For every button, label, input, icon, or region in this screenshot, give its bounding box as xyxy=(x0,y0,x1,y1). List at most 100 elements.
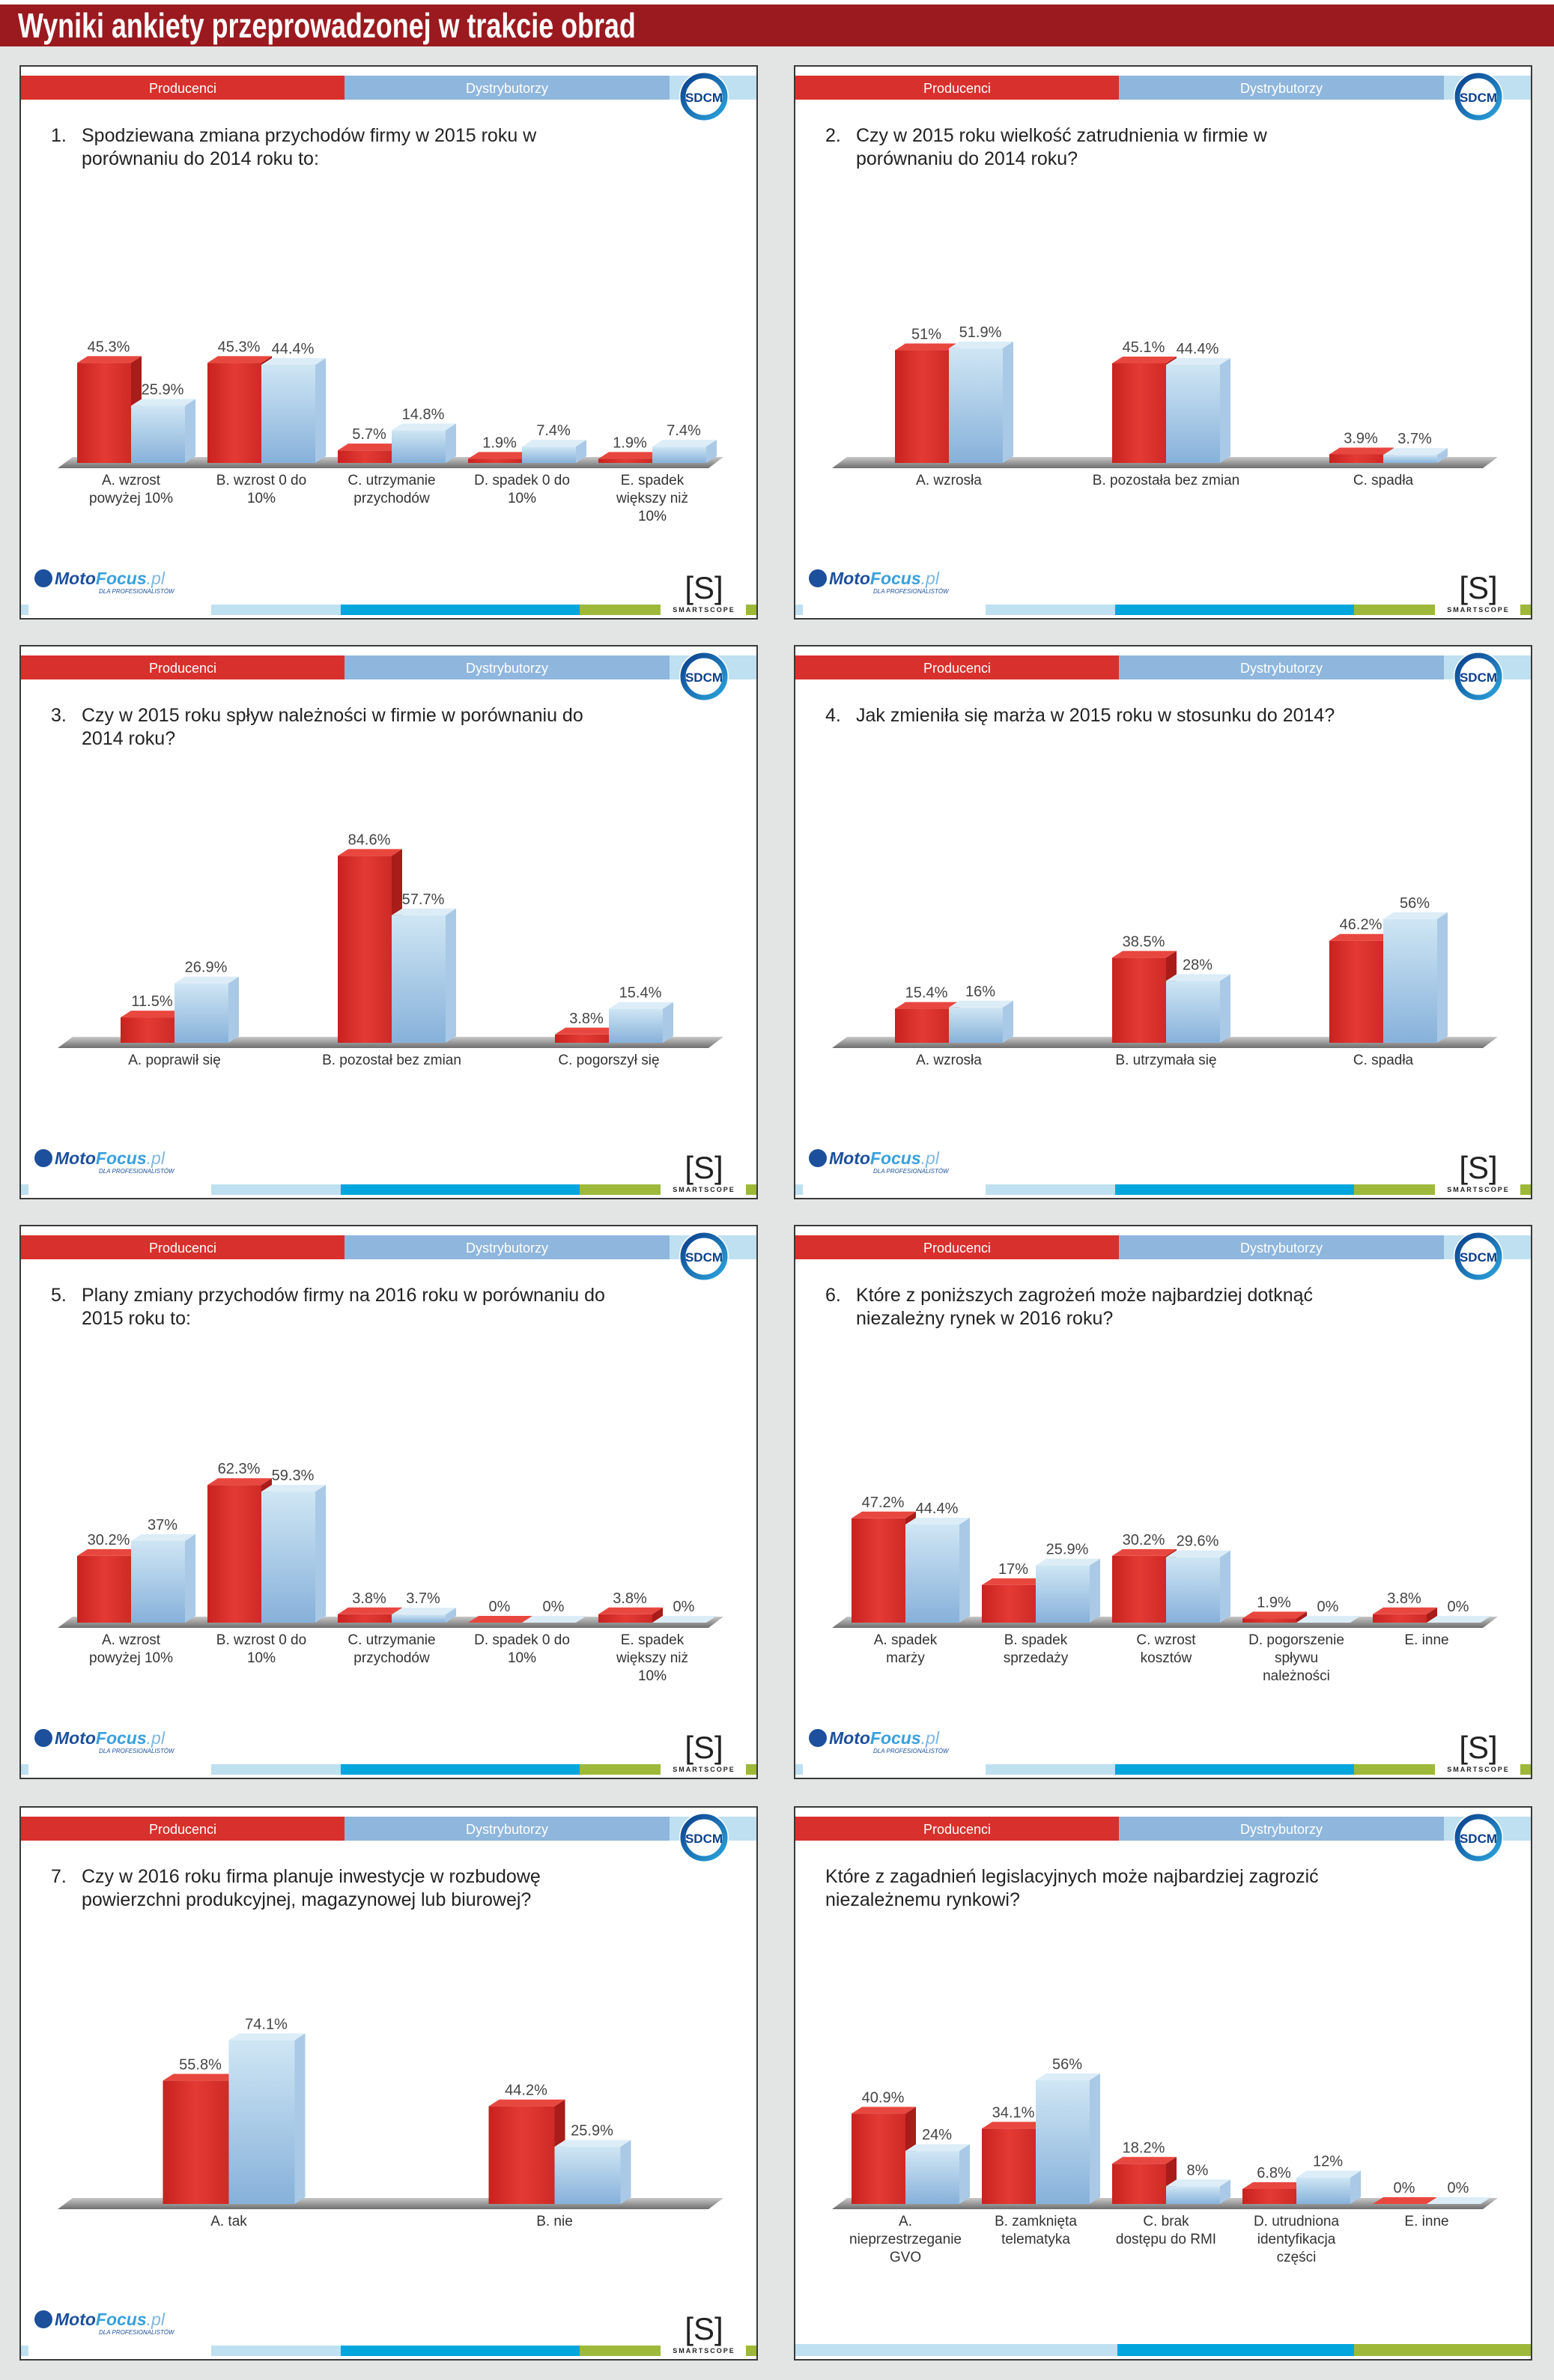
bar-producers xyxy=(852,1518,905,1623)
bar-producers xyxy=(77,1555,131,1623)
value-label: 45.3% xyxy=(88,339,130,355)
question-text-line: Czy w 2015 roku wielkość zatrudnienia w … xyxy=(856,125,1268,146)
category-label: D. utrudniona xyxy=(1254,2214,1340,2229)
bar-distributors-top xyxy=(131,399,195,406)
bar-producers-top xyxy=(1242,1611,1307,1619)
bar-distributors-top xyxy=(1296,2170,1361,2178)
bar-producers-top xyxy=(1112,356,1177,363)
sdcm-logo-text: SDCM xyxy=(1460,1250,1497,1265)
value-label: 0% xyxy=(489,1599,511,1615)
tab-producers xyxy=(21,1235,345,1259)
bar-producers xyxy=(163,2080,229,2204)
smartscope-logo-name: SMARTSCOPE xyxy=(673,2347,735,2355)
value-label: 74.1% xyxy=(245,2016,288,2032)
category-label: B. nie xyxy=(536,2214,573,2229)
question-number: 1. xyxy=(51,125,67,146)
category-label: marży xyxy=(886,1650,925,1666)
sdcm-logo-background xyxy=(679,652,729,701)
survey-panel-5: Producenci Dystrybutorzy SDCM 5. Plany zmian… xyxy=(19,1225,758,1779)
tab-distributors xyxy=(1119,76,1444,100)
bar-distributors-top xyxy=(1427,2197,1491,2204)
tab-producers xyxy=(795,76,1119,100)
value-label: 1.9% xyxy=(613,434,647,451)
tab-producers xyxy=(21,1817,345,1841)
category-label: 10% xyxy=(638,1668,667,1684)
value-label: 15.4% xyxy=(905,985,948,1002)
bar-producers-top xyxy=(1112,2157,1177,2164)
tab-producers-label: Producenci xyxy=(923,1822,991,1837)
value-label: 16% xyxy=(965,984,995,1000)
bar-distributors xyxy=(1166,1557,1220,1623)
sdcm-logo-text: SDCM xyxy=(685,1832,723,1846)
chart-canvas: Producenci Dystrybutorzy SDCM 6. Które z pon… xyxy=(795,1232,1531,1775)
bar-producers xyxy=(1112,957,1166,1043)
bar-producers xyxy=(1373,1614,1427,1623)
category-label: B. pozostała bez zmian xyxy=(1093,473,1239,488)
footer-stripe-green xyxy=(746,1184,756,1195)
bar-distributors-side xyxy=(1220,974,1230,1043)
category-label: A. wzrost xyxy=(102,1632,161,1648)
tab-distributors-label: Dystrybutorzy xyxy=(466,1822,548,1837)
question-text-line: Spodziewana zmiana przychodów firmy w 20… xyxy=(82,125,537,146)
category-label: kosztów xyxy=(1141,1650,1192,1666)
value-label: 25.9% xyxy=(571,2123,613,2140)
category-label: identyfikacja xyxy=(1257,2232,1336,2247)
bar-distributors-side xyxy=(185,399,195,463)
category-label: większy niż xyxy=(616,1650,688,1666)
value-label: 29.6% xyxy=(1177,1533,1219,1550)
bar-producers-top xyxy=(852,1511,916,1518)
category-label: E. spadek xyxy=(621,473,685,488)
tab-distributors xyxy=(345,655,670,679)
footer-stripe-green xyxy=(746,2346,756,2356)
footer-stripe-lightblue xyxy=(795,1764,803,1775)
tab-distributors-label: Dystrybutorzy xyxy=(466,81,548,96)
smartscope-logo-name: SMARTSCOPE xyxy=(673,1186,735,1193)
bar-distributors-top xyxy=(392,908,456,915)
motofocus-tagline: DLA PROFESIONALISTÓW xyxy=(99,1168,175,1175)
value-label: 1.9% xyxy=(482,434,517,451)
bar-distributors xyxy=(228,2040,295,2204)
tab-distributors xyxy=(345,1235,670,1259)
bar-distributors-side xyxy=(446,423,456,463)
footer-stripe-green xyxy=(1354,1184,1435,1195)
tab-producers-label: Producenci xyxy=(923,661,991,676)
bar-producers xyxy=(895,350,949,463)
bar-producers xyxy=(121,1017,174,1043)
category-label: nieprzestrzeganie xyxy=(849,2232,962,2247)
bar-distributors xyxy=(392,1614,446,1623)
question-text-line: Które z poniższych zagrożeń może najbard… xyxy=(856,1285,1313,1306)
chart-canvas: Producenci Dystrybutorzy SDCM Które z zagad… xyxy=(795,1813,1531,2356)
bar-producers xyxy=(895,1008,949,1043)
value-label: 57.7% xyxy=(402,891,445,908)
tab-producers-label: Producenci xyxy=(149,1241,216,1256)
value-label: 28% xyxy=(1183,957,1212,973)
smartscope-logo-name: SMARTSCOPE xyxy=(1447,1186,1510,1193)
footer-stripe-blue xyxy=(341,1764,580,1775)
footer-stripe-lightblue xyxy=(21,1184,28,1195)
bar-producers xyxy=(598,1614,652,1623)
bar-distributors-side xyxy=(294,2033,306,2204)
value-label: 44.4% xyxy=(1177,341,1219,357)
motofocus-tagline: DLA PROFESIONALISTÓW xyxy=(99,588,175,595)
tab-producers-label: Producenci xyxy=(923,81,991,96)
bar-producers-top xyxy=(207,356,272,363)
chart-canvas: Producenci Dystrybutorzy SDCM 2. Czy w 2015 … xyxy=(795,72,1531,615)
footer-stripe-blue xyxy=(1117,2344,1354,2356)
question-text-line: porównaniu do 2014 roku? xyxy=(856,148,1078,169)
sdcm-logo-ring xyxy=(680,1232,728,1280)
motofocus-logo-text: MotoFocus.pl xyxy=(829,1728,940,1748)
bar-producers xyxy=(1112,2164,1166,2204)
survey-panel-6: Producenci Dystrybutorzy SDCM 6. Które z pon… xyxy=(794,1225,1532,1779)
bar-producers-top xyxy=(468,1616,532,1623)
question-text-line: Które z zagadnień legislacyjnych może na… xyxy=(825,1866,1319,1887)
value-label: 30.2% xyxy=(1123,1532,1165,1548)
question-text-line: powierzchni produkcyjnej, magazynowej lu… xyxy=(82,1889,531,1910)
bar-producers xyxy=(1242,1618,1296,1623)
value-label: 55.8% xyxy=(179,2056,222,2073)
bar-distributors-side xyxy=(1437,448,1448,463)
bar-distributors-top xyxy=(392,1608,456,1615)
category-label: B. wzrost 0 do xyxy=(216,473,306,488)
value-label: 30.2% xyxy=(88,1532,130,1548)
bar-distributors xyxy=(1166,2186,1220,2204)
chart-canvas: Producenci Dystrybutorzy SDCM 4. Jak zmienił… xyxy=(795,652,1531,1195)
